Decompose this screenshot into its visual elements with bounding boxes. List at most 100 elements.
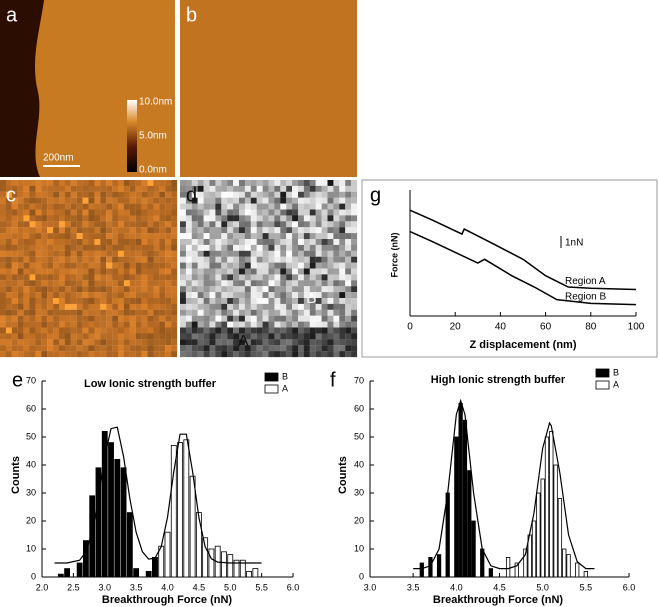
pixel bbox=[112, 221, 119, 228]
pixel bbox=[298, 309, 304, 316]
pixel bbox=[141, 351, 148, 358]
pixel bbox=[159, 256, 166, 263]
pixel bbox=[298, 268, 304, 275]
pixel bbox=[227, 280, 234, 287]
bar bbox=[523, 548, 528, 578]
pixel bbox=[5, 197, 12, 204]
pixel bbox=[268, 286, 275, 293]
pixel bbox=[280, 286, 287, 293]
pixel bbox=[315, 203, 322, 210]
pixel bbox=[5, 345, 12, 352]
pixel bbox=[147, 321, 154, 328]
pixel bbox=[197, 203, 204, 210]
pixel bbox=[268, 292, 275, 299]
pixel bbox=[185, 227, 192, 234]
pixel bbox=[53, 303, 60, 310]
bar bbox=[133, 568, 140, 578]
pixel bbox=[339, 197, 346, 204]
pixel bbox=[197, 315, 204, 322]
pixel bbox=[244, 286, 251, 293]
pixel bbox=[185, 315, 192, 322]
pixel bbox=[41, 203, 48, 210]
pixel bbox=[70, 309, 77, 316]
pixel bbox=[135, 315, 142, 322]
pixel bbox=[233, 209, 240, 216]
pixel bbox=[5, 250, 12, 257]
pixel bbox=[227, 221, 234, 228]
pixel bbox=[123, 215, 130, 222]
pixel bbox=[292, 215, 299, 222]
pixel bbox=[0, 333, 6, 340]
pixel bbox=[315, 209, 322, 216]
pixel bbox=[303, 339, 310, 346]
pixel bbox=[227, 286, 234, 293]
pixel bbox=[321, 209, 328, 216]
pixel bbox=[94, 327, 101, 334]
pixel bbox=[244, 333, 251, 340]
pixel bbox=[76, 244, 83, 251]
pixel bbox=[345, 239, 352, 245]
pixel bbox=[53, 250, 60, 257]
pixel bbox=[256, 292, 263, 299]
pixel bbox=[286, 191, 293, 198]
pixel bbox=[82, 274, 89, 281]
pixel bbox=[333, 209, 340, 216]
pixel bbox=[333, 327, 340, 334]
pixel bbox=[112, 227, 119, 234]
x-tick-label: 3.5 bbox=[407, 582, 420, 592]
pixel bbox=[129, 197, 136, 204]
pixel bbox=[339, 268, 346, 275]
pixel bbox=[118, 315, 124, 322]
pixel bbox=[339, 315, 346, 322]
pixel bbox=[227, 303, 234, 310]
pixel bbox=[256, 274, 263, 281]
pixel bbox=[292, 191, 299, 198]
pixel bbox=[59, 280, 65, 287]
pixel bbox=[274, 327, 281, 334]
pixel bbox=[227, 233, 234, 240]
pixel bbox=[82, 227, 89, 234]
pixel bbox=[64, 180, 71, 186]
pixel bbox=[227, 327, 234, 334]
pixel bbox=[244, 327, 251, 334]
pixel bbox=[135, 244, 142, 251]
pixel bbox=[123, 268, 130, 275]
pixel bbox=[41, 191, 48, 198]
pixel bbox=[203, 180, 210, 186]
bar bbox=[575, 562, 580, 578]
pixel bbox=[59, 351, 65, 358]
pixel bbox=[292, 227, 299, 234]
pixel bbox=[41, 256, 48, 263]
pixel bbox=[29, 239, 36, 245]
pixel bbox=[244, 315, 251, 322]
pixel bbox=[118, 215, 124, 222]
pixel bbox=[35, 221, 42, 228]
pixel bbox=[5, 280, 12, 287]
pixel bbox=[227, 262, 234, 269]
pixel bbox=[41, 351, 48, 358]
pixel bbox=[135, 274, 142, 281]
pixel bbox=[327, 233, 334, 240]
pixel bbox=[88, 227, 95, 234]
pixel bbox=[239, 180, 245, 186]
pixel bbox=[59, 303, 65, 310]
pixel bbox=[29, 286, 36, 293]
pixel bbox=[244, 191, 251, 198]
pixel bbox=[5, 298, 12, 304]
pixel bbox=[185, 286, 192, 293]
pixel bbox=[29, 221, 36, 228]
pixel bbox=[298, 239, 304, 245]
pixel bbox=[129, 244, 136, 251]
pixel bbox=[112, 185, 119, 192]
pixel bbox=[209, 298, 216, 304]
pixel bbox=[221, 256, 228, 263]
pixel bbox=[0, 321, 6, 328]
pixel bbox=[135, 339, 142, 346]
pixel bbox=[315, 268, 322, 275]
pixel bbox=[244, 203, 251, 210]
pixel bbox=[321, 185, 328, 192]
pixel bbox=[215, 209, 222, 216]
pixel bbox=[203, 203, 210, 210]
pixel bbox=[159, 197, 166, 204]
pixel bbox=[76, 315, 83, 322]
